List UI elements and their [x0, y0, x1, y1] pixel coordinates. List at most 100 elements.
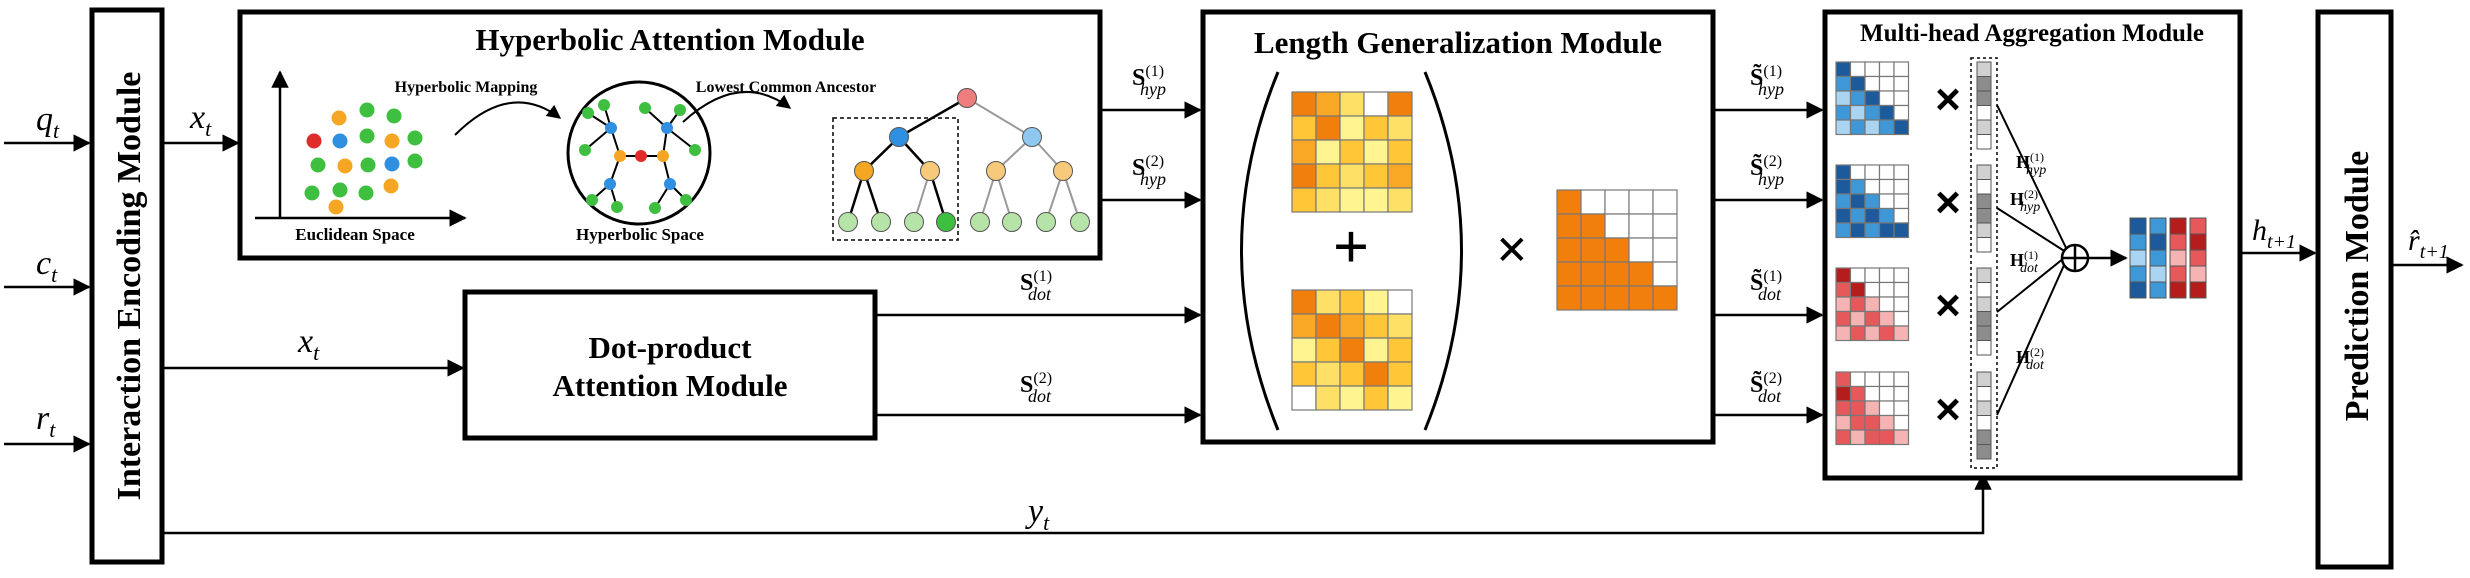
gray-column-cell	[1976, 164, 1992, 180]
mh-cell-dot-2	[1864, 400, 1881, 417]
decay-cell	[1580, 213, 1606, 239]
gray-column-cell	[1976, 400, 1992, 416]
tree-node	[1022, 127, 1042, 147]
mh-cell-hyp-2	[1893, 193, 1910, 210]
mh-cell-dot-1	[1849, 267, 1866, 284]
hyperbolic-node	[680, 194, 692, 206]
gray-column-cell	[1976, 371, 1992, 387]
decay-cell	[1628, 261, 1654, 287]
output-cell	[2149, 249, 2167, 267]
c-label: ct	[36, 245, 58, 287]
length-cell-dot	[1291, 313, 1317, 339]
length-cell-hyp	[1339, 187, 1365, 213]
gray-column-cell	[1976, 429, 1992, 445]
st-hyp-1-label: S̃(1) hyp	[1750, 63, 1784, 99]
hyperbolic-node	[579, 144, 591, 156]
mh-cell-dot-2	[1893, 371, 1910, 388]
length-generalization-title: Length Generalization Module	[1254, 25, 1662, 60]
length-cell-hyp	[1363, 115, 1389, 141]
mh-cell-hyp-2	[1893, 164, 1910, 181]
euclidean-point	[358, 185, 374, 201]
mh-cell-hyp-2	[1893, 207, 1910, 224]
gray-column-cell	[1976, 444, 1992, 460]
length-cell-dot	[1339, 337, 1365, 363]
st-dot-2-label: S̃(2) dot	[1750, 370, 1782, 406]
gray-column-cell	[1976, 179, 1992, 195]
output-cell	[2129, 265, 2147, 283]
mh-cell-dot-2	[1864, 371, 1881, 388]
length-cell-hyp	[1387, 163, 1413, 189]
mh-cell-dot-1	[1893, 296, 1910, 313]
mh-cell-hyp-2	[1849, 207, 1866, 224]
mh-cell-hyp-1	[1878, 104, 1895, 121]
length-cell-hyp	[1339, 115, 1365, 141]
decay-cell	[1580, 189, 1606, 215]
s-hyp-2-label: S(2) hyp	[1132, 153, 1166, 189]
prediction-title: Prediction Module	[2339, 151, 2376, 421]
decay-cell	[1556, 237, 1582, 263]
mh-cell-hyp-1	[1864, 119, 1881, 136]
length-cell-dot	[1363, 337, 1389, 363]
hyperbolic-node	[664, 178, 676, 190]
euclidean-point	[331, 110, 347, 126]
length-cell-hyp	[1315, 187, 1341, 213]
mh-cell-hyp-2	[1878, 164, 1895, 181]
mh-cell-dot-1	[1835, 267, 1852, 284]
decay-cell	[1556, 189, 1582, 215]
length-cell-hyp	[1339, 91, 1365, 117]
h-dot-1-label: H(1) dot	[2010, 248, 2039, 276]
mh-cell-hyp-1	[1878, 75, 1895, 92]
hyperbolic-node	[604, 178, 616, 190]
interaction-encoding-box	[89, 7, 165, 565]
mh-cell-hyp-2	[1864, 164, 1881, 181]
decay-cell	[1556, 285, 1582, 311]
output-cell	[2149, 233, 2167, 251]
mh-cell-dot-2	[1893, 400, 1910, 417]
mh-cell-hyp-2	[1878, 178, 1895, 195]
length-cell-dot	[1387, 361, 1413, 387]
q-label: qt	[36, 101, 60, 143]
euclidean-point	[310, 157, 326, 173]
mh-cell-dot-1	[1849, 310, 1866, 327]
decay-cell	[1580, 237, 1606, 263]
mh-cell-hyp-1	[1849, 104, 1866, 121]
tree-node	[1002, 212, 1022, 232]
length-cell-hyp	[1387, 139, 1413, 165]
tree-node	[957, 88, 977, 108]
length-decay-matrix	[1556, 189, 1678, 311]
output-cell	[2169, 233, 2187, 251]
decay-cell	[1652, 285, 1678, 311]
aggregation-lines	[1996, 104, 2070, 416]
decay-cell	[1604, 261, 1630, 287]
mh-cell-hyp-1	[1893, 75, 1910, 92]
gray-column-cell	[1976, 386, 1992, 402]
length-cell-dot	[1291, 385, 1317, 411]
hyperbolic-node	[611, 201, 623, 213]
output-cell	[2169, 265, 2187, 283]
mh-cell-dot-1	[1864, 310, 1881, 327]
mh-cell-hyp-2	[1893, 178, 1910, 195]
length-cell-hyp	[1363, 187, 1389, 213]
euclidean-point	[384, 133, 400, 149]
decay-cell	[1604, 237, 1630, 263]
mh-cell-dot-2	[1849, 429, 1866, 446]
tree-node	[1070, 212, 1090, 232]
tree-edge	[898, 96, 968, 139]
output-cell	[2149, 281, 2167, 299]
mh-cell-dot-1	[1878, 267, 1895, 284]
output-cell	[2189, 249, 2207, 267]
mh-cell-hyp-1	[1878, 90, 1895, 107]
decay-cell	[1604, 213, 1630, 239]
output-cell	[2189, 281, 2207, 299]
mh-cell-hyp-2	[1835, 164, 1852, 181]
euclidean-point	[384, 156, 400, 172]
gray-column-cell	[1976, 340, 1992, 356]
mh-cell-dot-1	[1849, 296, 1866, 313]
mh-cell-hyp-1	[1849, 90, 1866, 107]
hyperbolic-node	[657, 150, 669, 162]
length-cell-hyp	[1291, 139, 1317, 165]
mh-cell-dot-1	[1893, 310, 1910, 327]
gray-column-cell	[1976, 90, 1992, 106]
mh-cell-dot-1	[1864, 281, 1881, 298]
decay-cell	[1652, 213, 1678, 239]
